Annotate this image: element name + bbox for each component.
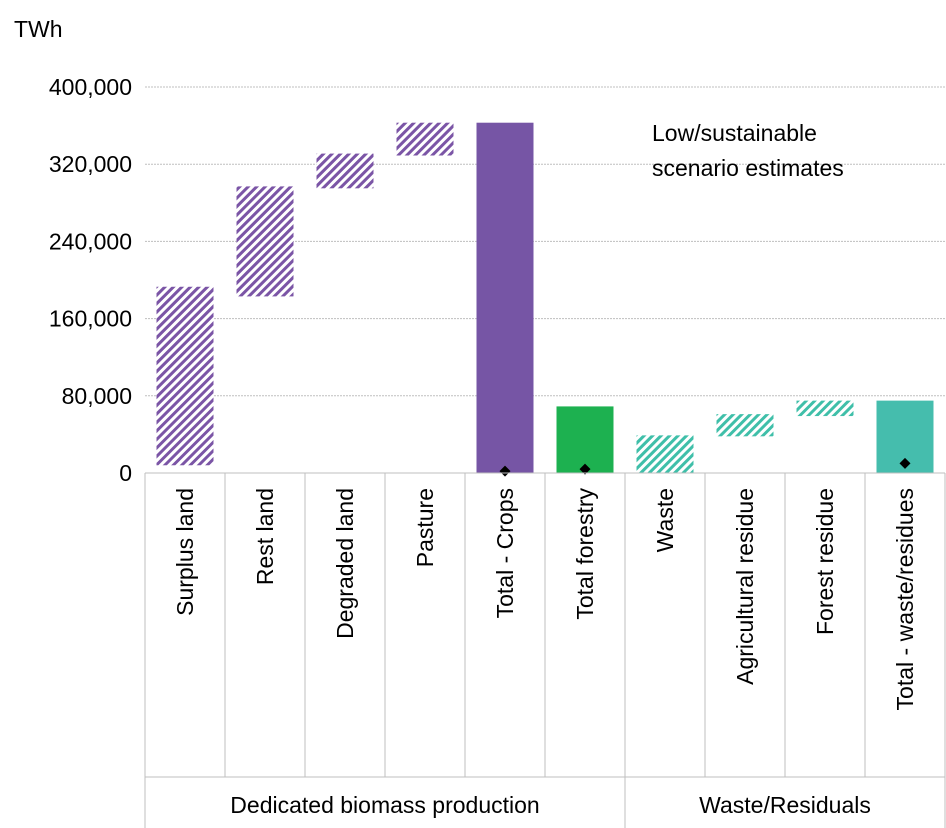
group-labels: Dedicated biomass production Waste/Residu… bbox=[230, 792, 871, 818]
y-tick-label: 240,000 bbox=[49, 228, 132, 254]
y-tick-label: 320,000 bbox=[49, 151, 132, 177]
bars bbox=[156, 122, 934, 473]
category-label-agricultural-residue: Agricultural residue bbox=[732, 488, 758, 685]
marker-total-waste-residues bbox=[899, 457, 911, 469]
group-label-dedicated-biomass-production: Dedicated biomass production bbox=[230, 792, 539, 818]
bar-surplus-land bbox=[156, 286, 214, 466]
annotation: Low/sustainable scenario estimates bbox=[652, 120, 844, 181]
category-label-waste: Waste bbox=[652, 488, 678, 552]
y-tick-label: 80,000 bbox=[62, 383, 132, 409]
group-label-waste-residuals: Waste/Residuals bbox=[699, 792, 871, 818]
y-axis-unit-label: TWh bbox=[14, 16, 63, 42]
y-tick-label: 400,000 bbox=[49, 74, 132, 100]
category-label-rest-land: Rest land bbox=[252, 488, 278, 585]
annotation-line-1: Low/sustainable bbox=[652, 120, 817, 146]
category-label-total-crops: Total - Crops bbox=[492, 488, 518, 618]
bar-total-forestry bbox=[556, 406, 614, 473]
marker-total-crops bbox=[499, 465, 511, 477]
annotation-line-2: scenario estimates bbox=[652, 155, 844, 181]
bar-waste bbox=[636, 435, 694, 473]
category-axis bbox=[144, 472, 946, 828]
category-label-surplus-land: Surplus land bbox=[172, 488, 198, 616]
category-label-forest-residue: Forest residue bbox=[812, 488, 838, 635]
category-label-total-forestry: Total forestry bbox=[572, 488, 598, 620]
y-tick-label: 160,000 bbox=[49, 306, 132, 332]
bar-forest-residue bbox=[796, 400, 854, 417]
bar-degraded-land bbox=[316, 153, 374, 189]
bar-agricultural-residue bbox=[716, 414, 774, 437]
bar-total-crops bbox=[476, 122, 534, 473]
y-axis-tick-labels: 0 80,000 160,000 240,000 320,000 400,000 bbox=[49, 74, 132, 486]
bar-rest-land bbox=[236, 186, 294, 297]
marker-total-forestry bbox=[579, 463, 591, 475]
category-label-pasture: Pasture bbox=[412, 488, 438, 567]
category-labels: Surplus land Rest land Degraded land Pastur… bbox=[172, 488, 918, 711]
y-tick-label: 0 bbox=[119, 460, 132, 486]
category-label-degraded-land: Degraded land bbox=[332, 488, 358, 639]
category-label-total-waste-residues: Total - waste/residues bbox=[892, 488, 918, 710]
markers bbox=[499, 457, 911, 477]
bar-pasture bbox=[396, 122, 454, 156]
